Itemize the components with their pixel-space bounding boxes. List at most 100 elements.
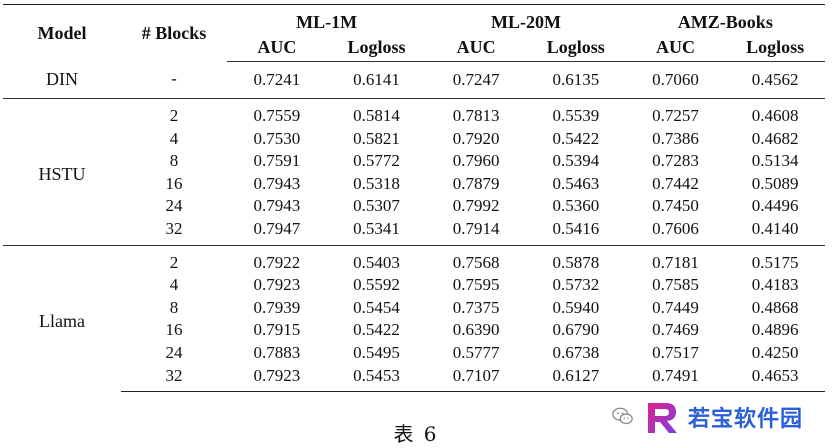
value-cell: 0.7879: [452, 173, 500, 193]
value-cell: 0.7992: [452, 196, 500, 216]
value-cell: 0.6141: [353, 69, 400, 89]
blocks-cell: 32: [165, 218, 183, 238]
value-cell: 0.7960: [452, 151, 500, 171]
blocks-cell: 24: [165, 342, 183, 362]
table-row: 24 0.7943 0.5307 0.7992 0.5360 0.7450 0.4496: [3, 195, 825, 218]
value-cell: 0.5422: [552, 128, 600, 148]
value-cell: 0.5539: [525, 97, 626, 128]
value-cell: 0.7568: [426, 244, 526, 275]
value-cell: 0.7920: [452, 128, 500, 148]
value-cell: 0.7450: [652, 196, 699, 216]
value-cell: 0.5089: [751, 173, 799, 193]
table-row: 16 0.7915 0.5422 0.6390 0.6790 0.7469 0.4896: [3, 319, 825, 342]
model-name-llama: Llama: [3, 244, 121, 392]
blocks-cell: 32: [121, 364, 227, 393]
blocks-cell: 16: [165, 173, 183, 193]
value-cell: 0.5422: [353, 320, 400, 340]
value-cell: 0.7923: [227, 364, 327, 393]
value-cell: 0.5878: [525, 244, 626, 275]
blocks-cell: -: [171, 69, 177, 89]
results-table: Model # Blocks ML-1M ML-20M AMZ-Books AU…: [3, 4, 825, 393]
value-cell: 0.5495: [353, 342, 400, 362]
blocks-cell: 2: [121, 244, 227, 275]
value-cell: 0.7257: [625, 97, 726, 128]
header-model: Model: [3, 4, 121, 62]
model-name-din: DIN: [46, 69, 78, 90]
watermark-brand-text: 若宝软件园: [688, 407, 804, 432]
value-cell: 0.7914: [452, 218, 500, 238]
value-cell: 0.4250: [751, 342, 799, 362]
value-cell: 0.5360: [552, 196, 600, 216]
value-cell: 0.7813: [426, 97, 526, 128]
value-cell: 0.7442: [652, 173, 699, 193]
value-cell: 0.7386: [652, 128, 699, 148]
value-cell: 0.5416: [552, 218, 600, 238]
value-cell: 0.4140: [751, 218, 799, 238]
value-cell: 0.5175: [725, 244, 825, 275]
value-cell: 0.4896: [751, 320, 799, 340]
value-cell: 0.7947: [253, 218, 301, 238]
watermark: 若宝软件园: [612, 399, 827, 439]
table-header: Model # Blocks ML-1M ML-20M AMZ-Books AU…: [3, 4, 825, 62]
value-cell: 0.5403: [326, 244, 427, 275]
value-cell: 0.6390: [452, 320, 500, 340]
value-cell: 0.7247: [452, 69, 500, 89]
din-group: DIN - 0.7241 0.6141 0.7247 0.6135 0.7060…: [3, 62, 825, 99]
r-logo-icon: [648, 403, 677, 433]
header-dataset-ml20m: ML-20M: [426, 4, 626, 33]
value-cell: 0.7915: [253, 320, 301, 340]
value-cell: 0.7517: [652, 342, 699, 362]
table-row: 32 0.7923 0.5453 0.7107 0.6127 0.7491 0.4653: [3, 364, 825, 393]
table-row: Llama 2 0.7922 0.5403 0.7568 0.5878 0.7181 0.51…: [3, 244, 825, 392]
value-cell: 0.5463: [552, 173, 600, 193]
value-cell: 0.7606: [652, 218, 699, 238]
value-cell: 0.5732: [552, 275, 600, 295]
header-metric: AUC: [625, 33, 726, 62]
value-cell: 0.6127: [525, 364, 626, 393]
header-blocks: # Blocks: [121, 4, 227, 62]
header-dataset-ml1m: ML-1M: [227, 4, 427, 33]
value-cell: 0.6738: [552, 342, 600, 362]
value-cell: 0.7939: [253, 297, 301, 317]
value-cell: 0.4682: [751, 128, 799, 148]
value-cell: 0.5777: [452, 342, 500, 362]
blocks-cell: 4: [169, 128, 179, 148]
table-row: DIN - 0.7241 0.6141 0.7247 0.6135 0.7060…: [3, 62, 825, 99]
blocks-cell: 8: [169, 297, 179, 317]
value-cell: 0.5134: [751, 151, 799, 171]
value-cell: 0.4562: [751, 69, 799, 89]
value-cell: 0.5454: [353, 297, 400, 317]
value-cell: 0.7943: [253, 196, 301, 216]
table-row: 4 0.7923 0.5592 0.7595 0.5732 0.7585 0.4183: [3, 274, 825, 297]
value-cell: 0.7060: [652, 69, 699, 89]
value-cell: 0.5814: [326, 97, 427, 128]
table-row: 32 0.7947 0.5341 0.7914 0.5416 0.7606 0.4140: [3, 218, 825, 245]
value-cell: 0.4183: [751, 275, 799, 295]
table-row: HSTU 2 0.7559 0.5814 0.7813 0.5539 0.7257 0.460…: [3, 97, 825, 246]
value-cell: 0.7923: [253, 275, 301, 295]
value-cell: 0.4608: [725, 97, 825, 128]
header-dataset-amz-books: AMZ-Books: [625, 4, 825, 33]
value-cell: 0.5318: [353, 173, 400, 193]
model-name-hstu: HSTU: [3, 98, 121, 246]
value-cell: 0.7181: [625, 244, 726, 275]
value-cell: 0.5821: [353, 128, 400, 148]
value-cell: 0.4653: [725, 364, 825, 393]
value-cell: 0.7107: [426, 364, 526, 393]
value-cell: 0.7449: [652, 297, 699, 317]
value-cell: 0.6135: [552, 69, 600, 89]
hstu-group: HSTU 2 0.7559 0.5814 0.7813 0.5539 0.7257 0.460…: [3, 97, 825, 246]
header-metric: AUC: [426, 33, 526, 62]
value-cell: 0.6790: [552, 320, 600, 340]
value-cell: 0.7283: [652, 151, 699, 171]
value-cell: 0.7595: [452, 275, 500, 295]
table-row: 16 0.7943 0.5318 0.7879 0.5463 0.7442 0.5089: [3, 173, 825, 196]
value-cell: 0.7559: [227, 97, 327, 128]
value-cell: 0.7922: [227, 244, 327, 275]
wechat-icon: [612, 407, 633, 425]
table-row: 24 0.7883 0.5495 0.5777 0.6738 0.7517 0.4250: [3, 342, 825, 365]
value-cell: 0.4496: [751, 196, 799, 216]
value-cell: 0.5940: [552, 297, 600, 317]
value-cell: 0.5453: [326, 364, 427, 393]
value-cell: 0.7591: [253, 151, 301, 171]
